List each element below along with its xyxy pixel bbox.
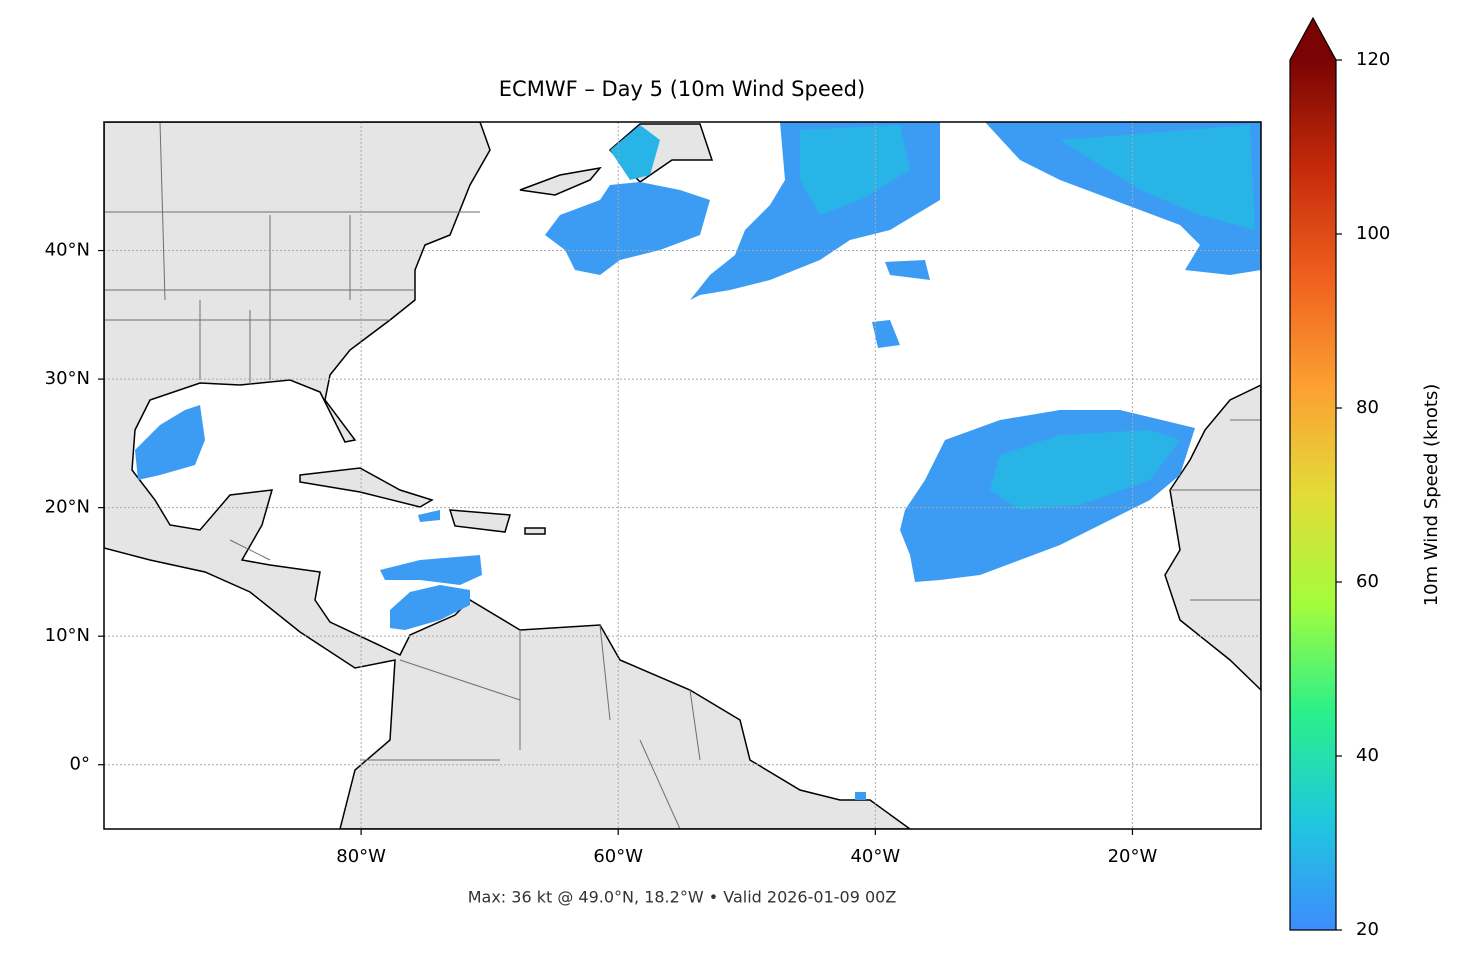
y-tick-label: 10°N [45, 625, 90, 646]
y-tick-label: 0° [70, 754, 90, 775]
americas [104, 122, 912, 829]
x-tick-label: 80°W [336, 846, 386, 867]
colorbar-tick-label: 60 [1356, 571, 1379, 592]
colorbar-frame [1289, 16, 1337, 931]
colorbar-tick-label: 80 [1356, 397, 1379, 418]
colorbar [1290, 60, 1336, 930]
wind-area [390, 585, 470, 630]
colorbar-tick-label: 100 [1356, 223, 1390, 244]
wind-area [135, 405, 205, 480]
map-frame [103, 121, 1262, 830]
wind-area [872, 320, 900, 348]
borders [104, 122, 1261, 829]
colorbar-label: 10m Wind Speed (knots) [1421, 384, 1442, 607]
wind-area [1060, 125, 1255, 230]
y-tick-label: 20°N [45, 497, 90, 518]
wind-field [135, 122, 1261, 800]
wind-area [800, 125, 910, 215]
africa [1164, 384, 1261, 692]
y-tick-label: 30°N [45, 368, 90, 389]
x-tick-label: 20°W [1108, 846, 1158, 867]
colorbar-tick-label: 20 [1356, 919, 1379, 940]
cuba [299, 467, 434, 508]
chart-title: ECMWF – Day 5 (10m Wind Speed) [499, 77, 865, 101]
footer-note: Max: 36 kt @ 49.0°N, 18.2°W • Valid 2026… [468, 888, 897, 907]
y-tick-label: 40°N [45, 240, 90, 261]
nova-scotia [519, 166, 602, 196]
x-tick-label: 40°W [850, 846, 900, 867]
colorbar-tick-label: 40 [1356, 745, 1379, 766]
colorbar-tick-label: 120 [1356, 49, 1390, 70]
hispaniola [448, 509, 511, 533]
gridlines [104, 122, 1261, 829]
wind-area [380, 555, 482, 585]
wind-area [418, 510, 440, 522]
puerto-rico [524, 527, 546, 535]
wind-area [610, 125, 660, 180]
colorbar-extend [1290, 18, 1336, 60]
wind-area [545, 182, 710, 275]
wind-area [885, 260, 930, 280]
map-layers [104, 122, 1261, 829]
x-tick-label: 60°W [593, 846, 643, 867]
wind-area [855, 792, 866, 800]
